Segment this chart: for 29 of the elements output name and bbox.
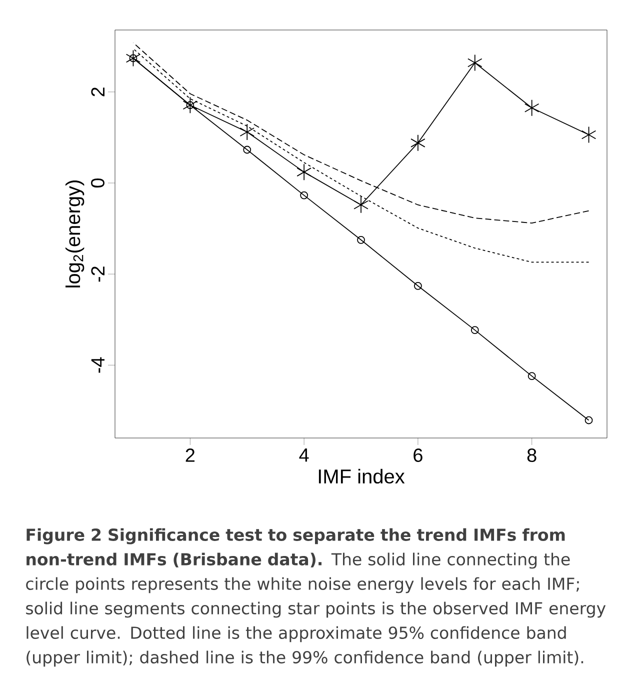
text: Figure 2 Significance test to separate the trend IMFs from non-trend IMFs (Brisbane data). The solid line connecting the circle points represents the white noise energy levels for each IMF; solid line segments connecting star points is the observed IMF energy level curve. Dotted line is the approximate 95% confidence band (upper limit); dashed line is the 99% confidence band (upper limit). [26,528,606,667]
y-tick-label: -4 [91,357,104,373]
point [129,54,138,62]
point [414,282,422,290]
point [243,146,252,154]
x-tick-label: 4 [299,448,309,462]
x-tick-label: 6 [414,448,422,462]
point [186,101,194,110]
y-axis-title: log$_{2}$(energy) [66,180,84,288]
point [240,124,254,140]
x-axis-title: IMF index [318,468,405,484]
point [354,196,368,214]
y-tick-label: 2 [91,88,104,96]
point [581,126,596,144]
point [528,372,536,380]
point [182,96,198,114]
point [357,236,365,244]
y-tick-label: -2 [91,266,104,282]
y-tick-label: 0 [91,178,104,188]
x-tick-label: 8 [527,448,536,462]
point [296,164,312,181]
point [300,191,308,200]
point [126,50,141,67]
point [410,134,426,152]
point [468,54,482,72]
point [584,416,593,424]
point [470,326,479,334]
point [524,99,540,116]
x-tick-label: 2 [186,448,194,462]
